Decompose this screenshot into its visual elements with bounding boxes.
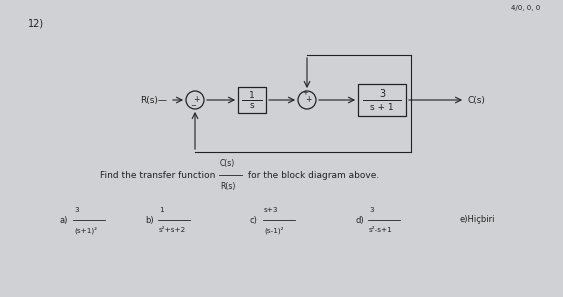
Text: b): b) (145, 216, 154, 225)
Text: c): c) (250, 216, 258, 225)
Text: R(s): R(s) (220, 182, 235, 191)
Text: 4/0, 0, 0: 4/0, 0, 0 (511, 5, 540, 11)
Text: s + 1: s + 1 (370, 102, 394, 111)
Text: 1: 1 (159, 207, 164, 213)
Text: (s-1)²: (s-1)² (264, 227, 284, 235)
Text: 3: 3 (379, 89, 385, 99)
Text: Find the transfer function: Find the transfer function (100, 170, 218, 179)
Text: 3: 3 (369, 207, 374, 213)
Bar (238, 87, 266, 113)
Text: 1: 1 (249, 91, 255, 100)
Text: +: + (302, 90, 308, 96)
Text: +: + (193, 94, 199, 103)
Bar (358, 84, 406, 116)
Text: for the block diagram above.: for the block diagram above. (245, 170, 379, 179)
Text: d): d) (355, 216, 364, 225)
Text: s+3: s+3 (264, 207, 279, 213)
Text: a): a) (60, 216, 68, 225)
Text: (s+1)²: (s+1)² (74, 227, 97, 235)
Text: −: − (190, 103, 196, 109)
Text: 12): 12) (28, 18, 44, 28)
Text: +: + (305, 94, 311, 103)
Text: s: s (249, 100, 254, 110)
Text: C(s): C(s) (220, 159, 235, 168)
Text: s²+s+2: s²+s+2 (159, 227, 186, 233)
Text: 3: 3 (74, 207, 79, 213)
Text: s²-s+1: s²-s+1 (369, 227, 393, 233)
Text: C(s): C(s) (467, 96, 485, 105)
Text: R(s)—: R(s)— (140, 96, 167, 105)
Text: e)Hiçbiri: e)Hiçbiri (460, 216, 495, 225)
